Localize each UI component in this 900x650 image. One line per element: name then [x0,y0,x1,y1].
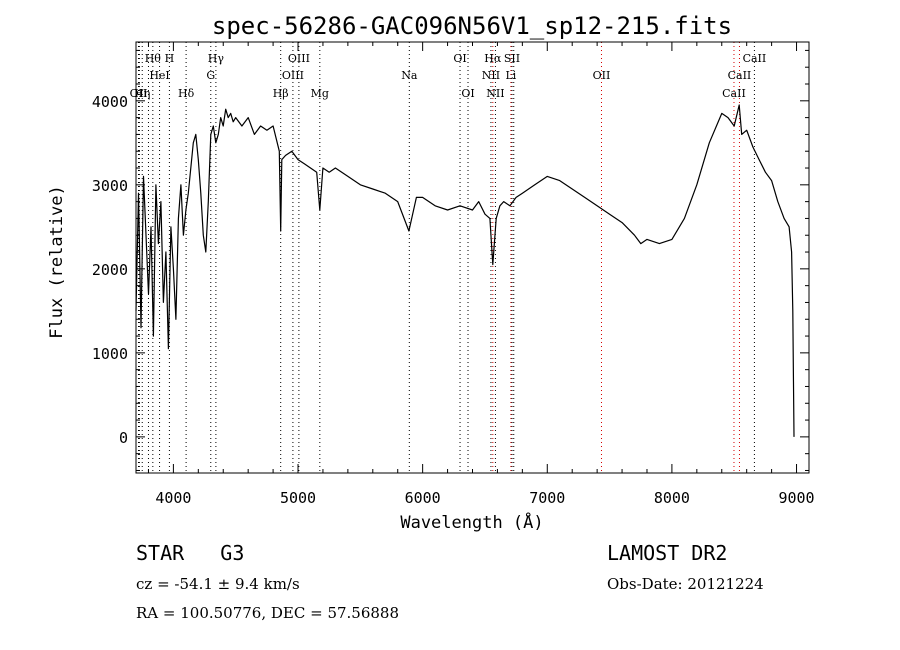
axis-ticks: 4000 5000 6000 7000 8000 9000 0 1000 2000 3000 400… [92,42,815,507]
x-tick-label-0: 4000 [155,489,191,507]
x-tick-label-4: 8000 [654,489,690,507]
object-class: STAR G3 [136,541,244,565]
y-tick-label-3: 3000 [92,177,128,195]
y-axis-label: Flux (relative) [47,185,67,339]
plot-frame [135,41,810,474]
line-label-20: Li [505,69,516,82]
line-label-16: OI [461,87,474,100]
coordinates: RA = 100.50776, DEC = 57.56888 [136,604,400,622]
line-label-14: Na [401,69,418,82]
radial-velocity: cz = -54.1 ± 9.4 km/s [136,575,300,593]
line-label-24: CaII [722,87,746,100]
line-label-17: NII [482,69,500,82]
line-label-15: OI [453,52,466,65]
y-tick-label-1: 1000 [92,345,128,363]
line-label-26: CaII [743,52,767,65]
line-label-4: Hθ [145,52,162,65]
x-axis-label: Wavelength (Å) [400,511,543,533]
spectrum-series [135,104,795,437]
line-label-25: CaII [728,69,752,82]
observation-date: Obs-Date: 20121224 [607,575,764,593]
emission-line-markers [137,42,755,473]
line-label-11: OIII [282,69,304,82]
line-label-19: NII [486,87,504,100]
y-tick-label-2: 2000 [92,261,128,279]
y-tick-label-4: 4000 [92,93,128,111]
line-labels: OIIHηHθHeIHHδGHγHβOIIIOIIIMgNaOIOINIIHαN… [130,52,767,100]
line-label-0: OII [130,87,148,100]
survey-name: LAMOST DR2 [607,541,728,565]
line-label-12: OIII [288,52,310,65]
line-label-7: Hδ [178,87,195,100]
line-label-9: Hγ [208,52,225,65]
line-label-21: SII [504,52,520,65]
x-tick-label-3: 7000 [529,489,565,507]
x-tick-label-2: 6000 [405,489,441,507]
line-label-6: H [165,52,175,65]
line-label-18: Hα [484,52,502,65]
object-type: STAR [136,541,185,565]
x-tick-label-5: 9000 [778,489,814,507]
line-label-8: G [206,69,215,82]
line-label-13: Mg [311,87,329,100]
line-label-2: Hη [134,87,150,100]
chart-title: spec-56286-GAC096N56V1_sp12-215.fits [212,12,732,40]
spectrum-line [135,104,795,437]
line-label-23: OII [593,69,611,82]
y-tick-label-0: 0 [119,429,128,447]
line-label-5: HeI [149,69,169,82]
spectral-subclass: G3 [220,541,245,565]
line-label-10: Hβ [273,87,289,100]
x-tick-label-1: 5000 [280,489,316,507]
